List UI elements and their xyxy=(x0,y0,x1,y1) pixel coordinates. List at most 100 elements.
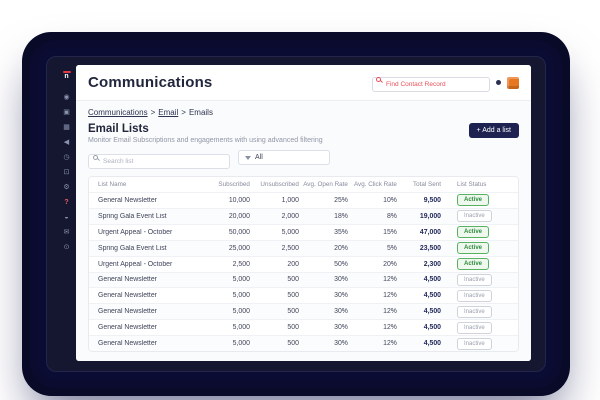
lists-icon[interactable]: ▦ xyxy=(63,124,70,131)
cell-total_sent: 4,500 xyxy=(423,340,441,348)
messages-icon[interactable]: ✉ xyxy=(63,229,70,236)
search-list-input[interactable] xyxy=(88,154,230,169)
status-badge: Active xyxy=(457,226,490,239)
table-row[interactable]: General Newsletter 5,000 500 30% 12% 4,500 Ina… xyxy=(89,271,518,288)
cell-click_rate: 15% xyxy=(383,228,397,236)
cell-click_rate: 20% xyxy=(383,260,397,268)
neon-logo[interactable]: n xyxy=(62,71,71,81)
cell-status: Active xyxy=(457,194,509,207)
activity-icon[interactable]: ◷ xyxy=(63,154,70,161)
table-row[interactable]: Urgent Appeal - October 50,000 5,000 35% 15%… xyxy=(89,223,518,240)
cell-total_sent: 23,500 xyxy=(419,244,441,252)
cell-click_rate: 12% xyxy=(383,308,397,316)
cell-name: General Newsletter xyxy=(98,276,157,284)
main-panel: Communications Communications>Email>Emai… xyxy=(76,65,531,361)
communications-icon[interactable]: ◀ xyxy=(63,139,70,146)
table-row[interactable]: General Newsletter 5,000 500 30% 12% 4,500 Ina… xyxy=(89,319,518,335)
cell-name: Urgent Appeal - October xyxy=(98,228,173,236)
column-header: List Status xyxy=(457,181,487,188)
cell-open_rate: 30% xyxy=(334,340,348,348)
column-header: Subscribed xyxy=(218,181,250,188)
app-sidebar: n ◉ ▣ ▦ ◀ ◷ ⊡ ⚙? ◒ ✉ ⊙ xyxy=(57,65,76,361)
cell-unsubscribed: 5,000 xyxy=(281,228,299,236)
table-row[interactable]: General Newsletter 5,000 500 30% 12% 4,500 Ina… xyxy=(89,335,518,351)
topbar-actions xyxy=(372,73,519,92)
email-lists-table: List Name Subscribed Unsubscribed Avg. Open… xyxy=(88,176,519,352)
section-heading: Email Lists xyxy=(88,123,149,135)
filter-icon xyxy=(245,155,251,160)
contact-search xyxy=(372,73,490,92)
status-badge: Active xyxy=(457,242,490,255)
info-icon[interactable]: ⊙ xyxy=(63,244,70,251)
website-icon[interactable]: ⊡ xyxy=(63,169,70,176)
cell-open_rate: 35% xyxy=(334,228,348,236)
content-area: Communications > Email > Emails Email Lists … xyxy=(76,101,531,361)
cell-open_rate: 30% xyxy=(334,276,348,284)
cell-subscribed: 5,000 xyxy=(232,276,250,284)
cell-click_rate: 12% xyxy=(383,340,397,348)
cell-total_sent: 4,500 xyxy=(423,276,441,284)
app-screen: n ◉ ▣ ▦ ◀ ◷ ⊡ ⚙? ◒ ✉ ⊙ Communications xyxy=(57,65,531,361)
breadcrumb: Communications > Email > Emails xyxy=(88,108,519,117)
org-avatar[interactable] xyxy=(507,76,519,89)
cell-name: General Newsletter xyxy=(98,324,157,332)
faq-icon[interactable]: ◒ xyxy=(64,214,69,221)
contacts-icon[interactable]: ▣ xyxy=(63,109,70,116)
cell-status: Inactive xyxy=(457,210,509,223)
cell-status: Inactive xyxy=(457,321,509,334)
column-header: Total Sent xyxy=(412,181,441,188)
dashboard-icon[interactable]: ◉ xyxy=(63,94,70,101)
cell-total_sent: 4,500 xyxy=(423,324,441,332)
status-badge: Inactive xyxy=(457,210,492,223)
cell-unsubscribed: 1,000 xyxy=(281,196,299,204)
cell-click_rate: 12% xyxy=(383,276,397,284)
filter-dropdown[interactable]: All xyxy=(238,150,330,165)
search-icon xyxy=(93,154,98,160)
status-badge: Inactive xyxy=(457,289,492,302)
page-head: Email Lists Monitor Email Subscriptions … xyxy=(88,123,519,144)
notification-icon[interactable] xyxy=(496,80,501,85)
breadcrumb-item-communications[interactable]: Communications xyxy=(88,108,148,117)
cell-open_rate: 25% xyxy=(334,196,348,204)
status-badge: Active xyxy=(457,194,490,207)
cell-unsubscribed: 200 xyxy=(287,260,299,268)
table-row[interactable]: Urgent Appeal - October 2,500 200 50% 20% 2,3… xyxy=(89,255,518,272)
cell-unsubscribed: 500 xyxy=(287,292,299,300)
cell-subscribed: 2,500 xyxy=(232,260,250,268)
find-contact-input[interactable] xyxy=(372,77,490,92)
table-row[interactable]: Spring Gala Event List 20,000 2,000 18% 8% 19… xyxy=(89,207,518,224)
table-row[interactable]: General Newsletter 10,000 1,000 25% 10% 9,500… xyxy=(89,192,518,208)
section-subheading: Monitor Email Subscriptions and engageme… xyxy=(88,137,323,144)
cell-total_sent: 4,500 xyxy=(423,292,441,300)
cell-click_rate: 8% xyxy=(386,212,397,220)
breadcrumb-item-email[interactable]: Email xyxy=(158,108,179,117)
cell-name: General Newsletter xyxy=(98,196,157,204)
table-header-row: List Name Subscribed Unsubscribed Avg. Open… xyxy=(89,177,518,192)
neon-logo-letter: n xyxy=(64,73,69,80)
cell-click_rate: 5% xyxy=(386,244,397,252)
cell-subscribed: 50,000 xyxy=(228,228,250,236)
cell-unsubscribed: 500 xyxy=(287,324,299,332)
cell-unsubscribed: 500 xyxy=(287,308,299,316)
status-badge: Inactive xyxy=(457,273,492,286)
table-row[interactable]: General Newsletter 5,000 500 30% 12% 4,500 Ina… xyxy=(89,303,518,320)
cell-open_rate: 18% xyxy=(334,212,348,220)
cell-open_rate: 30% xyxy=(334,292,348,300)
cell-name: General Newsletter xyxy=(98,340,157,348)
cell-total_sent: 4,500 xyxy=(423,308,441,316)
cell-total_sent: 47,000 xyxy=(419,228,441,236)
search-icon xyxy=(376,77,381,82)
cell-name: Urgent Appeal - October xyxy=(98,260,173,268)
cell-status: Active xyxy=(457,242,509,255)
cell-subscribed: 10,000 xyxy=(228,196,250,204)
cell-unsubscribed: 2,000 xyxy=(281,212,299,220)
cell-click_rate: 12% xyxy=(383,324,397,332)
table-row[interactable]: Spring Gala Event List 25,000 2,500 20% 5% 23… xyxy=(89,239,518,256)
help-icon[interactable]: ? xyxy=(64,199,69,206)
add-list-button[interactable]: + Add a list xyxy=(468,123,519,138)
table-row[interactable]: General Newsletter 5,000 500 30% 12% 4,500 Ina… xyxy=(89,287,518,303)
settings-icon[interactable]: ⚙ xyxy=(63,184,70,191)
status-badge: Inactive xyxy=(457,321,492,334)
cell-unsubscribed: 500 xyxy=(287,340,299,348)
